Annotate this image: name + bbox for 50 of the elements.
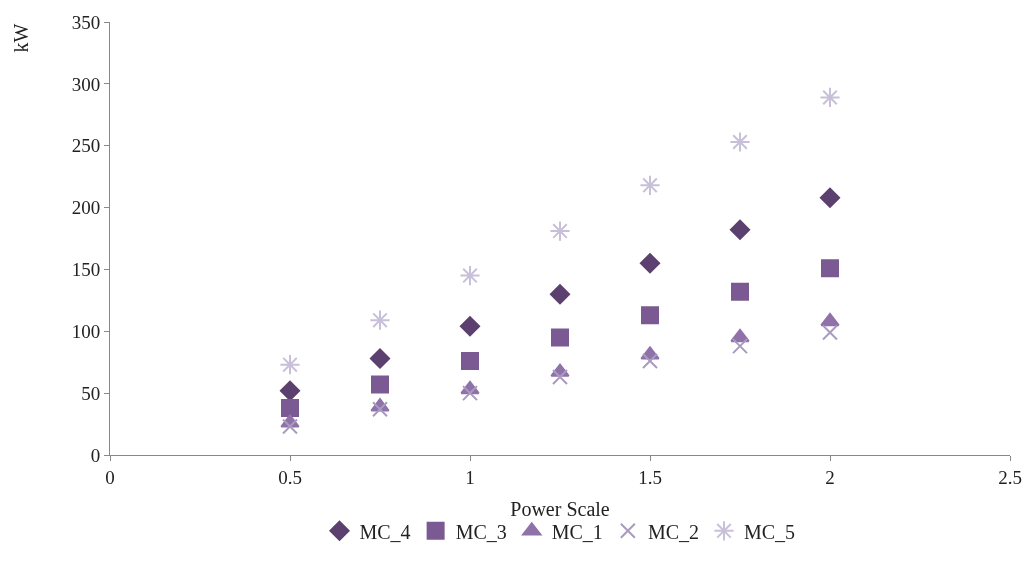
point [549,284,571,305]
point [819,187,841,208]
y-tick-label: 300 [71,73,101,95]
point [731,282,749,301]
point [459,265,481,287]
y-tick-label: 250 [71,135,101,157]
point [551,328,569,347]
y-tick-label: 350 [71,11,101,33]
y-tick-label: 100 [71,320,101,342]
x-tick-label: 1.5 [638,466,662,488]
legend-label: MC_2 [647,520,699,543]
point [821,259,839,278]
point [729,219,751,240]
x-tick-label: 2 [825,466,835,488]
point [279,354,301,376]
x-tick-label: 2.5 [998,466,1022,488]
point [822,324,838,341]
x-tick-label: 1 [465,466,475,488]
legend-label: MC_3 [455,520,507,543]
point [279,380,301,401]
y-tick-label: 150 [71,259,101,281]
point [819,86,841,109]
point [729,131,751,153]
point [372,401,388,418]
legend-label: MC_5 [744,520,796,543]
x-axis-title: Power Scale [510,498,610,521]
point [639,253,661,274]
y-tick-label: 50 [81,382,101,404]
y-tick-label: 200 [71,197,101,219]
point [641,306,659,325]
point [732,338,748,355]
point [281,398,299,417]
point [642,352,658,369]
point [459,316,481,337]
legend-label: MC_4 [359,520,411,543]
point [371,375,389,394]
point [820,312,840,327]
point [369,348,391,369]
point [549,220,571,242]
point [461,351,479,370]
x-tick-label: 0 [105,466,115,488]
point [282,418,298,435]
y-tick-label: 0 [90,444,101,466]
y-axis-title: kW [9,23,32,53]
legend-label: MC_1 [551,520,603,543]
point [369,309,391,331]
point [639,174,661,196]
x-tick-label: 0.5 [278,466,302,488]
point [462,385,478,402]
point [552,369,568,386]
